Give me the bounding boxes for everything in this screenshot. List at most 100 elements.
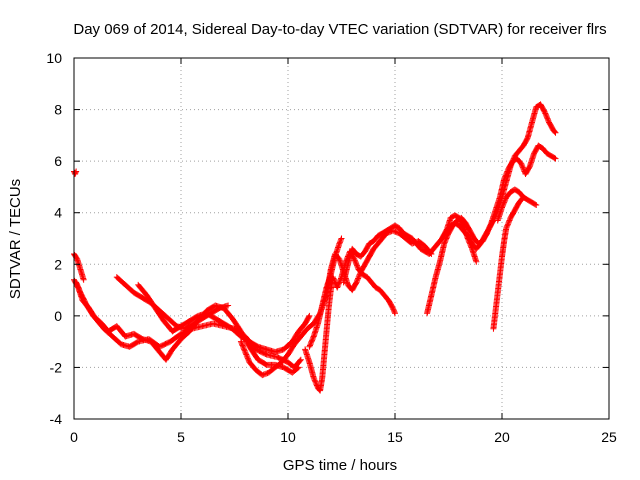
data-point bbox=[468, 244, 475, 251]
data-point bbox=[242, 350, 249, 357]
data-point bbox=[542, 110, 549, 117]
data-point bbox=[336, 239, 343, 246]
data-point bbox=[75, 284, 82, 291]
data-point bbox=[353, 279, 360, 286]
data-point bbox=[225, 302, 232, 309]
series-track13 bbox=[494, 186, 527, 224]
data-point bbox=[312, 378, 319, 385]
data-point bbox=[294, 365, 301, 372]
x-axis-label: GPS time / hours bbox=[283, 457, 397, 474]
data-point bbox=[465, 238, 472, 245]
data-point bbox=[389, 305, 396, 312]
data-point bbox=[441, 239, 448, 246]
y-tick-label: -2 bbox=[50, 359, 63, 375]
series-track2 bbox=[71, 250, 87, 283]
data-point bbox=[244, 354, 251, 361]
data-point bbox=[391, 308, 398, 315]
data-point bbox=[485, 226, 492, 233]
data-point bbox=[241, 346, 248, 353]
y-tick-labels: -4 -2 0 2 4 6 8 10 bbox=[46, 50, 62, 427]
data-point bbox=[505, 220, 512, 227]
data-point bbox=[295, 364, 302, 371]
y-tick-label: 0 bbox=[54, 308, 62, 324]
data-point bbox=[309, 337, 316, 344]
data-point bbox=[307, 341, 314, 348]
data-point bbox=[240, 345, 247, 352]
data-point bbox=[520, 194, 527, 201]
data-point bbox=[486, 223, 493, 230]
data-point bbox=[237, 338, 244, 345]
data-point bbox=[263, 370, 270, 377]
data-point bbox=[238, 341, 245, 348]
y-tick-label: 6 bbox=[54, 153, 62, 169]
data-point bbox=[337, 236, 344, 243]
plot-frame bbox=[73, 57, 610, 420]
data-point bbox=[243, 351, 250, 358]
data-point bbox=[467, 241, 474, 248]
data-point bbox=[392, 228, 399, 235]
data-point bbox=[501, 198, 508, 205]
data-point bbox=[393, 229, 400, 236]
data-point bbox=[297, 356, 304, 363]
data-point bbox=[244, 355, 251, 362]
data-point bbox=[76, 287, 83, 294]
data-point bbox=[308, 338, 315, 345]
data-point bbox=[501, 199, 508, 206]
series-track14 bbox=[71, 168, 80, 178]
data-point bbox=[502, 172, 509, 179]
data-point bbox=[503, 223, 510, 230]
data-point bbox=[352, 259, 359, 266]
data-point bbox=[501, 176, 508, 183]
data-point bbox=[503, 169, 510, 176]
data-point bbox=[518, 160, 525, 167]
data-point bbox=[503, 225, 510, 232]
data-point bbox=[487, 221, 494, 228]
data-point bbox=[331, 278, 338, 285]
x-tick-label: 0 bbox=[70, 429, 78, 445]
data-point bbox=[75, 285, 82, 292]
data-point bbox=[532, 201, 539, 208]
data-point bbox=[73, 280, 80, 287]
data-point bbox=[310, 374, 317, 381]
data-point bbox=[80, 276, 87, 283]
x-tick-label: 5 bbox=[177, 429, 185, 445]
data-point bbox=[552, 129, 559, 136]
data-point bbox=[501, 174, 508, 181]
x-tick-labels: 0 5 10 15 20 25 bbox=[70, 429, 617, 445]
data-point bbox=[486, 225, 493, 232]
data-points bbox=[71, 101, 559, 394]
data-point bbox=[542, 111, 549, 118]
data-point bbox=[354, 278, 361, 285]
data-point bbox=[442, 236, 449, 243]
data-point bbox=[305, 313, 312, 320]
data-point bbox=[312, 379, 319, 386]
data-point bbox=[355, 275, 362, 282]
data-point bbox=[504, 221, 511, 228]
y-axis-label: SDTVAR / TECUs bbox=[7, 179, 24, 299]
data-point bbox=[309, 336, 316, 343]
data-point bbox=[441, 240, 448, 247]
data-point bbox=[500, 200, 507, 207]
data-point bbox=[504, 168, 511, 175]
data-point bbox=[354, 262, 361, 269]
data-point bbox=[242, 348, 249, 355]
data-point bbox=[484, 229, 491, 236]
data-point bbox=[467, 243, 474, 250]
data-point bbox=[465, 236, 472, 243]
data-point bbox=[499, 204, 505, 211]
data-point bbox=[306, 342, 313, 349]
data-point bbox=[241, 347, 248, 354]
data-point bbox=[259, 372, 266, 379]
data-point bbox=[334, 284, 341, 291]
data-point bbox=[352, 258, 359, 265]
data-point bbox=[311, 376, 318, 383]
data-point bbox=[334, 283, 341, 290]
data-point bbox=[390, 306, 397, 313]
data-point bbox=[74, 283, 81, 290]
data-point bbox=[310, 334, 317, 341]
data-point bbox=[533, 201, 540, 208]
series-track11 bbox=[439, 212, 480, 265]
data-point bbox=[72, 171, 79, 178]
series-track5 bbox=[135, 281, 313, 355]
